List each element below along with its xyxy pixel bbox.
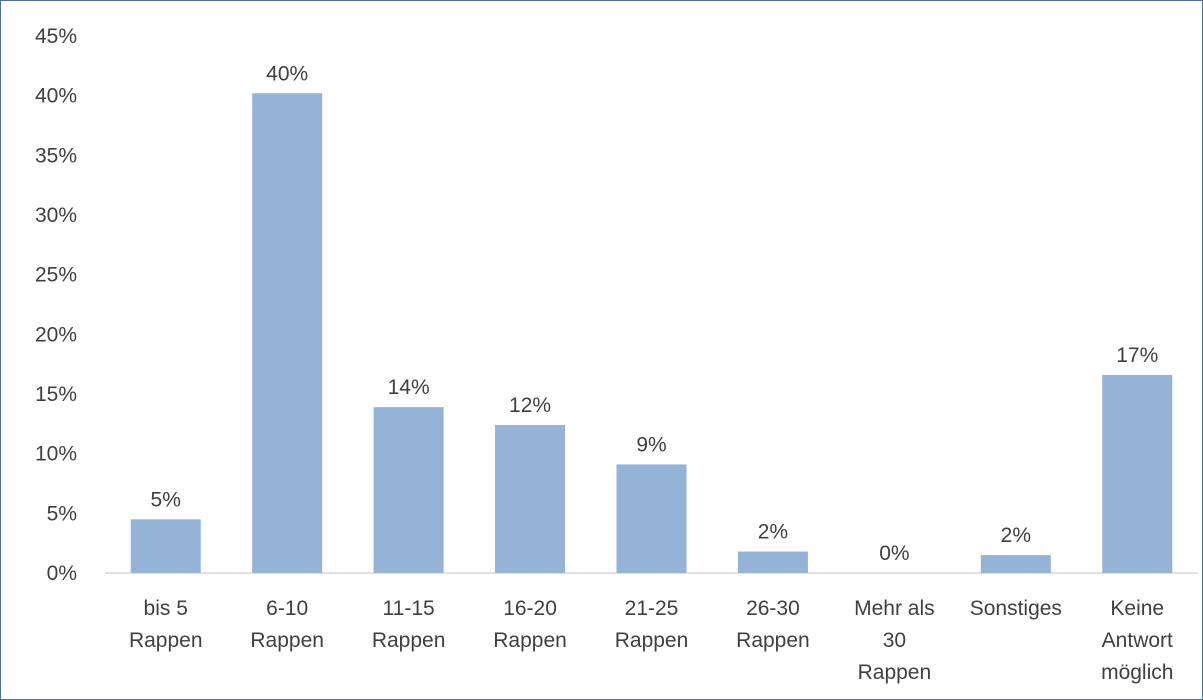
category-label: Antwort [1102,629,1173,652]
bars [130,93,1173,573]
y-tick-label: 25% [35,264,77,287]
bar [130,519,201,573]
y-tick-label: 40% [35,85,77,108]
category-label: Rappen [736,629,810,652]
category-label: 21-25 [625,597,679,620]
category-label: Rappen [858,661,932,684]
category-label: Mehr als [854,597,935,620]
category-label: Keine [1110,597,1164,620]
category-label: Rappen [493,629,567,652]
category-label: 11-15 [383,597,435,620]
data-label: 40% [266,62,308,85]
bar [495,425,566,573]
data-label: 9% [636,433,666,456]
y-tick-label: 15% [35,383,77,406]
data-label: 12% [509,394,551,417]
y-tick-label: 20% [35,323,77,346]
data-label: 2% [1001,524,1031,547]
bar [373,407,444,573]
bar [1102,374,1173,573]
y-tick-label: 5% [47,502,77,525]
category-label: 26-30 [746,597,800,620]
data-label: 0% [879,542,909,565]
y-tick-label: 35% [35,144,77,167]
bar [252,93,323,573]
category-label: Rappen [129,629,203,652]
category-labels: bis 5 Rappen 6-10 Rappen 11-15 Rappen 16-20 Rap… [129,597,1174,684]
category-label: Rappen [372,629,446,652]
category-label: 6-10 [266,597,308,620]
category-label: möglich [1101,661,1173,684]
category-label: Sonstiges [970,597,1062,620]
data-label: 14% [388,376,430,399]
category-label: 16-20 [503,597,557,620]
y-tick-label: 45% [35,25,77,48]
category-label: 30 [883,629,906,652]
y-tick-label: 0% [47,562,77,585]
data-label: 5% [151,488,181,511]
y-tick-label: 30% [35,204,77,227]
data-labels: 5% 40% 14% 12% 9% 2% 0% 2% 17% [151,62,1159,565]
bar [980,555,1051,573]
category-label: Rappen [615,629,689,652]
y-axis-ticks: 0% 5% 10% 15% 20% 25% 30% 35% 40% 45% [35,25,77,585]
bar [737,551,808,573]
data-label: 2% [758,521,788,544]
category-label: bis 5 [144,597,188,620]
data-label: 17% [1116,344,1158,367]
category-label: Rappen [250,629,324,652]
y-tick-label: 10% [35,443,77,466]
bar [616,464,687,573]
